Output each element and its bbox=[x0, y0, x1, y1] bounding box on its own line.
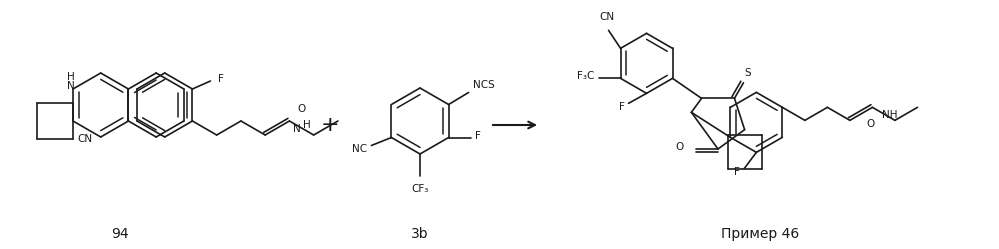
Text: F: F bbox=[618, 102, 624, 112]
Text: N: N bbox=[67, 81, 75, 91]
Text: O: O bbox=[298, 104, 306, 114]
Text: +: + bbox=[321, 115, 340, 135]
Text: O: O bbox=[675, 142, 684, 152]
Text: F: F bbox=[219, 74, 225, 84]
Text: 3b: 3b bbox=[412, 227, 429, 241]
Text: CN: CN bbox=[78, 134, 93, 144]
Text: F: F bbox=[734, 167, 740, 177]
Text: S: S bbox=[744, 68, 751, 78]
Text: CF₃: CF₃ bbox=[412, 184, 429, 194]
Text: Пример 46: Пример 46 bbox=[721, 227, 799, 241]
Text: 94: 94 bbox=[111, 227, 129, 241]
Text: N: N bbox=[294, 124, 301, 134]
Text: F₃C: F₃C bbox=[577, 71, 594, 81]
Text: O: O bbox=[866, 119, 874, 129]
Text: H: H bbox=[304, 120, 311, 130]
Text: NC: NC bbox=[353, 144, 368, 154]
Text: CN: CN bbox=[599, 12, 614, 22]
Text: F: F bbox=[475, 130, 481, 140]
Text: H: H bbox=[67, 72, 75, 82]
Text: NH: NH bbox=[882, 110, 898, 120]
Text: NCS: NCS bbox=[473, 79, 495, 89]
